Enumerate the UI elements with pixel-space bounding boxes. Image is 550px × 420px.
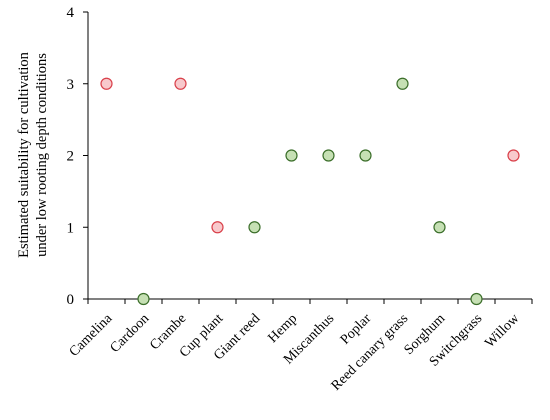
data-point-red bbox=[100, 77, 113, 90]
data-point-green bbox=[285, 149, 298, 162]
data-point-green bbox=[359, 149, 372, 162]
x-tick-label: Willow bbox=[482, 311, 523, 352]
y-tick-label: 2 bbox=[67, 149, 75, 165]
y-tick-label: 1 bbox=[67, 220, 75, 236]
data-point-red bbox=[507, 149, 520, 162]
y-axis-ticks: 0 1 2 3 4 bbox=[67, 5, 88, 308]
data-points bbox=[100, 77, 520, 306]
data-point-green bbox=[433, 221, 446, 234]
y-tick-label: 4 bbox=[67, 5, 75, 21]
y-axis-title: Estimated suitability for cultivation un… bbox=[16, 51, 50, 258]
data-point-green bbox=[137, 292, 150, 306]
y-tick-label: 3 bbox=[67, 77, 75, 93]
y-axis-title-line-1: Estimated suitability for cultivation bbox=[16, 51, 32, 258]
data-point-green bbox=[470, 292, 483, 306]
axes bbox=[87, 12, 532, 300]
data-point-green bbox=[396, 77, 409, 90]
data-point-green bbox=[322, 149, 335, 162]
x-tick-label: Hemp bbox=[266, 311, 301, 346]
data-point-green bbox=[248, 221, 261, 234]
y-tick-label: 0 bbox=[67, 292, 75, 308]
data-point-red bbox=[211, 221, 224, 234]
x-tick-label: Camelina bbox=[67, 311, 116, 360]
x-tick-label: Cardoon bbox=[108, 311, 153, 356]
y-axis-title-line-2: under low rooting depth conditions bbox=[34, 53, 50, 257]
data-point-red bbox=[174, 77, 187, 90]
